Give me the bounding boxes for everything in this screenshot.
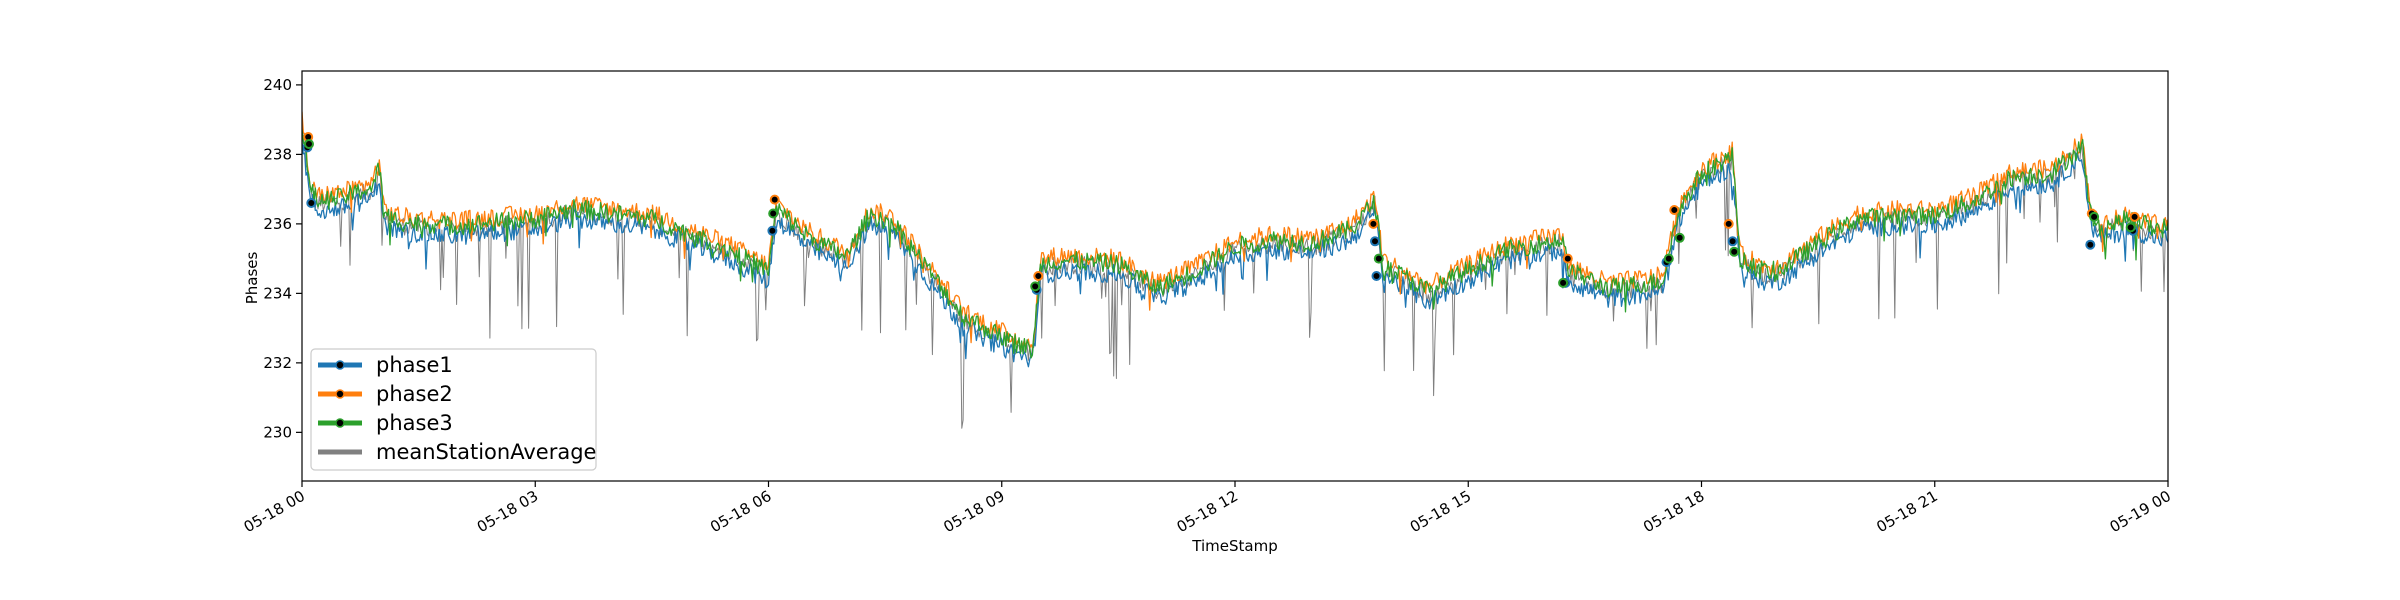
marker-phase3 bbox=[304, 139, 314, 149]
marker-phase3 bbox=[768, 208, 779, 219]
marker-phase2 bbox=[1368, 218, 1379, 229]
marker-phase2 bbox=[769, 194, 780, 205]
y-tick-label: 240 bbox=[263, 76, 292, 94]
legend-label-phase3: phase3 bbox=[376, 411, 453, 435]
marker-phase2 bbox=[1562, 253, 1573, 264]
y-tick-label: 234 bbox=[263, 284, 292, 302]
marker-phase1 bbox=[767, 225, 778, 236]
marker-phase3 bbox=[1663, 253, 1674, 264]
x-axis-label: TimeStamp bbox=[1191, 537, 1277, 555]
marker-phase1 bbox=[2085, 239, 2096, 250]
legend: phase1 phase2 phase3 meanStationAverage bbox=[310, 348, 597, 471]
legend-marker-phase3 bbox=[335, 418, 345, 428]
marker-phase3 bbox=[2089, 211, 2100, 222]
y-tick-label: 236 bbox=[263, 215, 292, 233]
marker-phase3 bbox=[1674, 232, 1685, 243]
series-line-phase3 bbox=[302, 129, 2168, 359]
y-tick-label: 238 bbox=[263, 145, 292, 163]
legend-label-phase2: phase2 bbox=[376, 382, 453, 406]
y-axis: 230 232 234 236 238 240 bbox=[263, 76, 302, 441]
legend-marker-phase2 bbox=[335, 389, 345, 399]
legend-label-phase1: phase1 bbox=[376, 353, 453, 377]
marker-phase1 bbox=[1370, 236, 1380, 247]
marker-phase3 bbox=[2125, 222, 2136, 233]
marker-phase3 bbox=[1729, 246, 1740, 257]
marker-phase3 bbox=[1030, 281, 1041, 292]
series-layer bbox=[302, 111, 2168, 429]
y-axis-label: Phases bbox=[243, 252, 261, 305]
marker-phase1 bbox=[1371, 271, 1382, 281]
marker-phase1 bbox=[306, 198, 317, 208]
series-line-phase1 bbox=[302, 141, 2168, 368]
legend-label-meanStationAverage: meanStationAverage bbox=[376, 440, 596, 464]
marker-phase2 bbox=[2129, 211, 2140, 222]
legend-marker-phase1 bbox=[335, 360, 345, 370]
marker-phase1 bbox=[1727, 236, 1738, 247]
legend-box bbox=[310, 348, 597, 471]
marker-phase2 bbox=[1669, 205, 1680, 215]
marker-phase2 bbox=[1723, 218, 1734, 229]
y-tick-label: 232 bbox=[263, 354, 292, 372]
marker-phase3 bbox=[1558, 277, 1569, 288]
series-line-phase2 bbox=[302, 111, 2168, 350]
y-tick-label: 230 bbox=[263, 423, 292, 441]
marker-phase3 bbox=[1373, 253, 1384, 264]
marker-phase2 bbox=[1033, 271, 1044, 281]
marker-layer bbox=[302, 132, 2140, 295]
